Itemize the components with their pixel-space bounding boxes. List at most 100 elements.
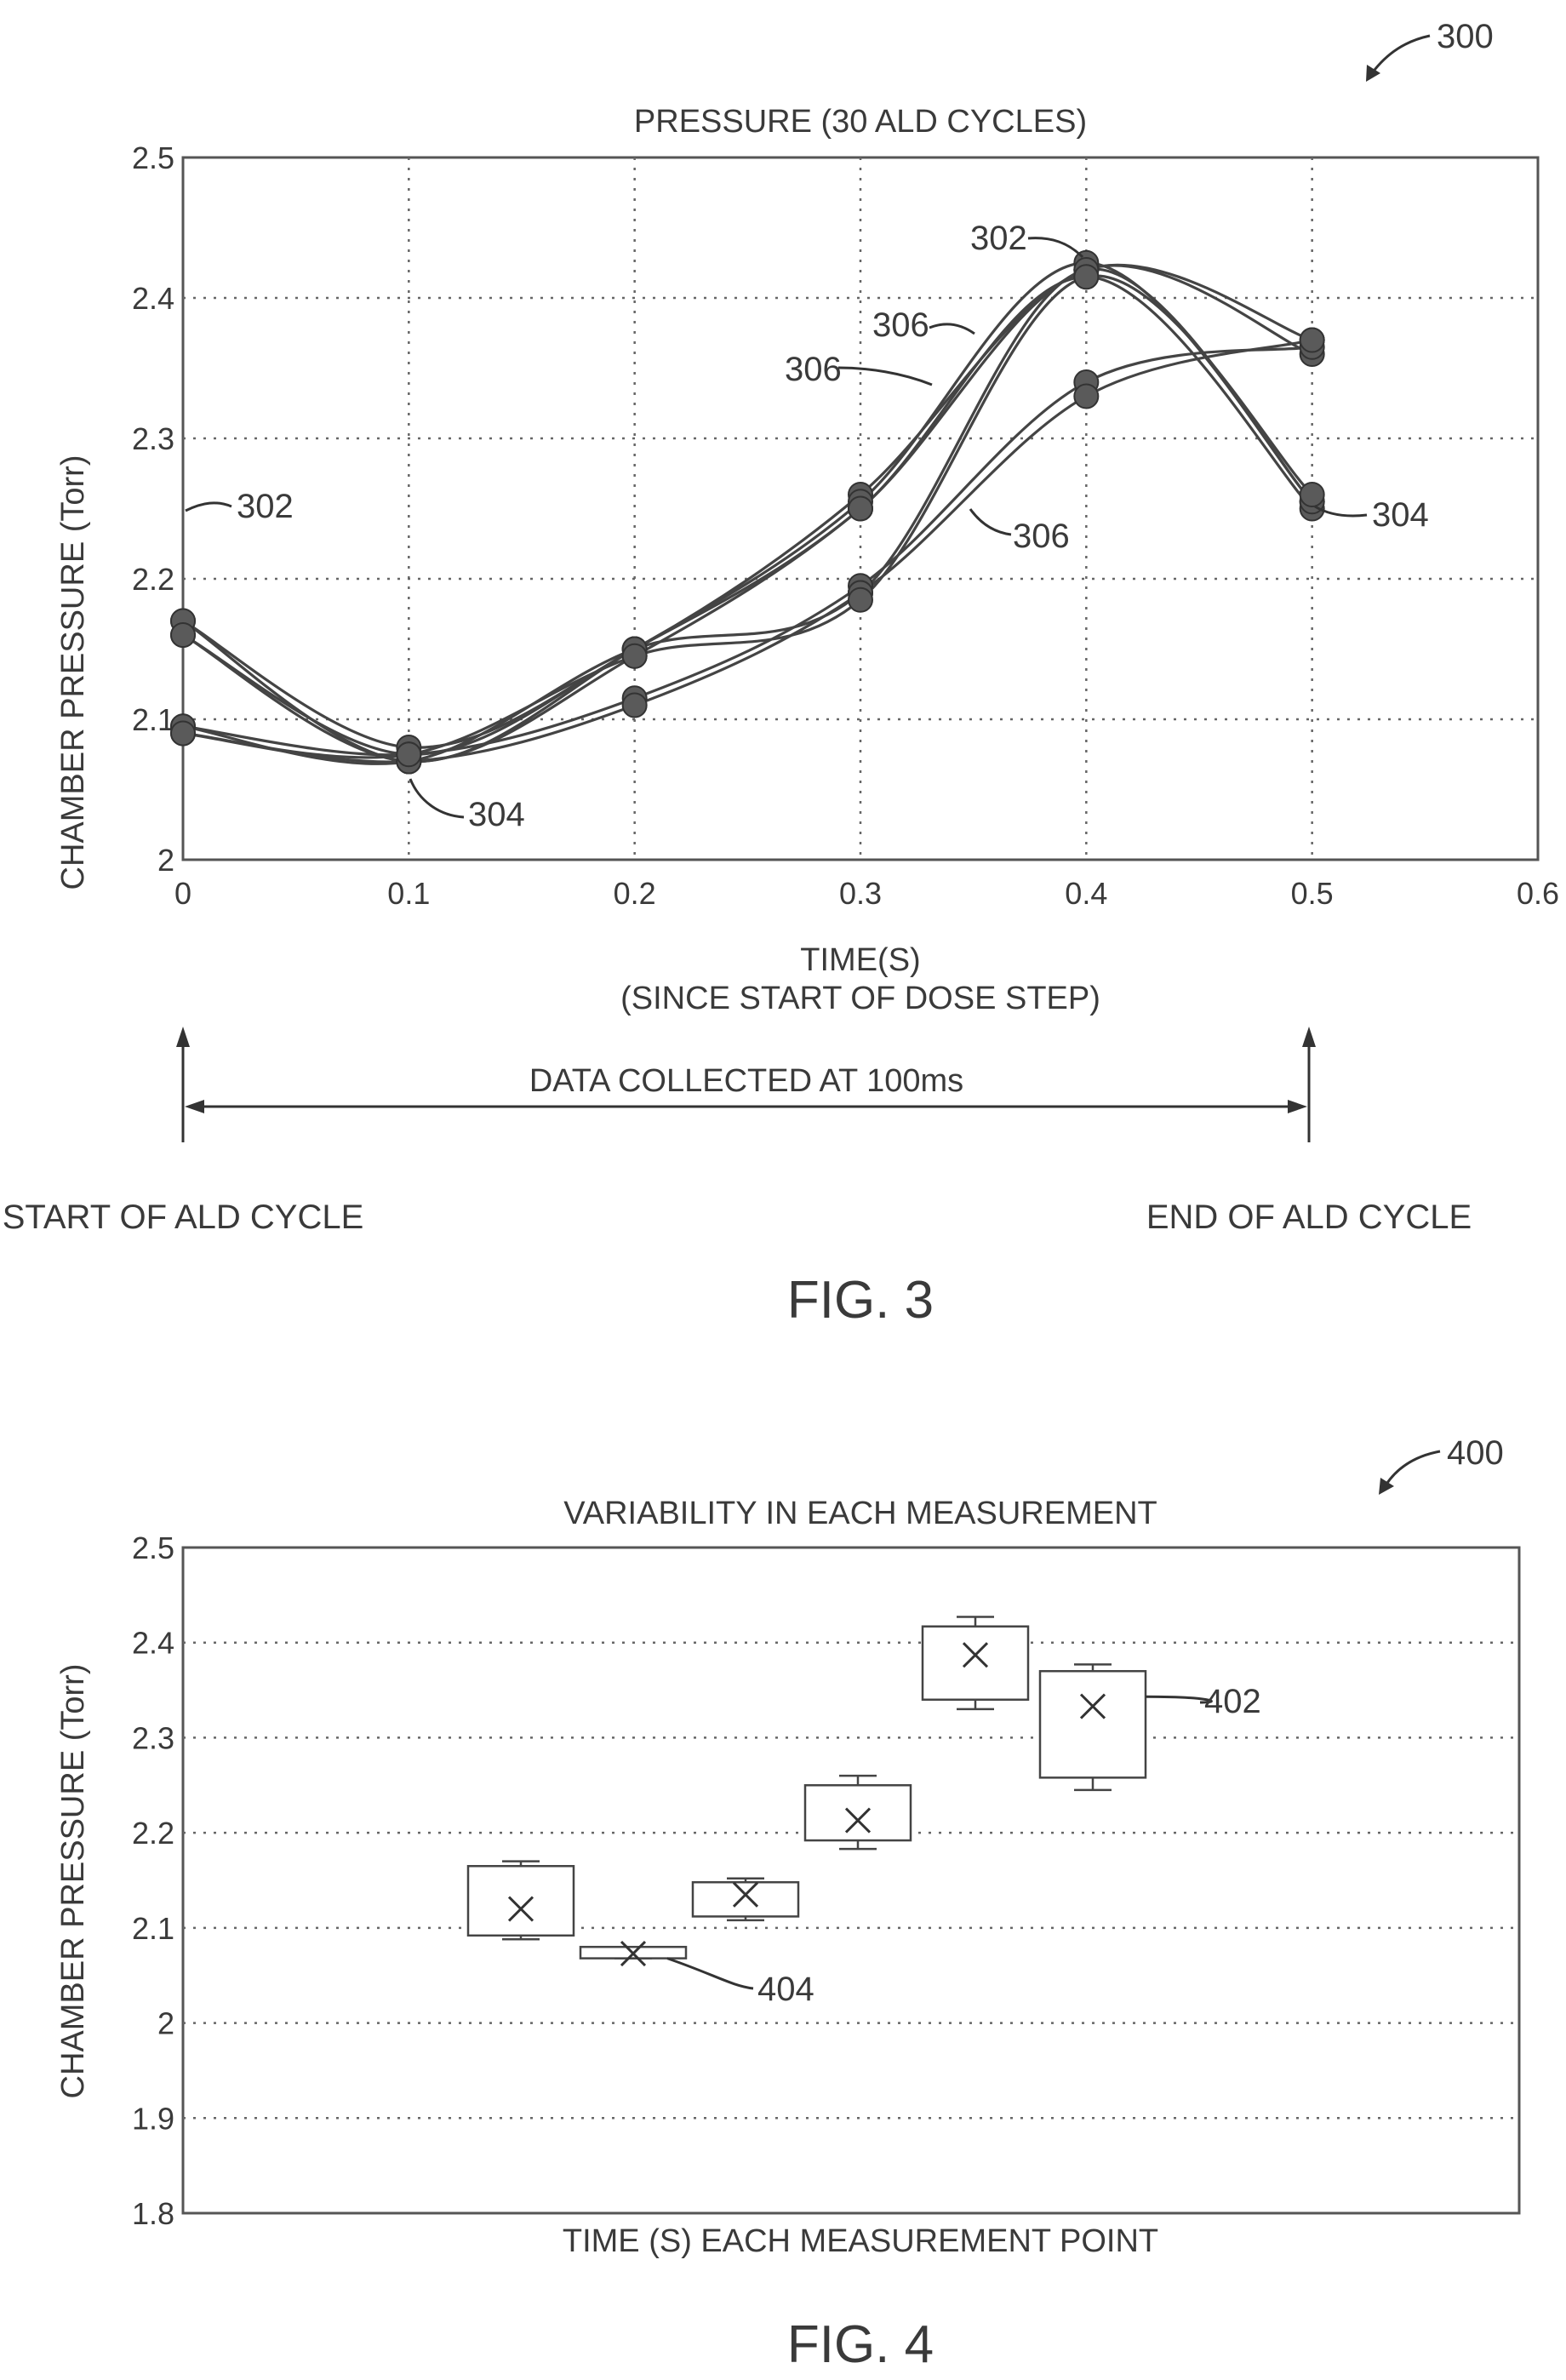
fig4-y-tick-label: 2.3	[132, 1720, 174, 1755]
fig3-data-point	[1299, 482, 1325, 507]
fig3-series-line	[182, 264, 1313, 756]
svg-text:304: 304	[1372, 496, 1429, 534]
fig3-x-tick-label: 0.5	[1291, 876, 1334, 911]
fig3-x-tick-labels: 0 0.1 0.2 0.3 0.4 0.5 0.6	[174, 876, 1559, 911]
fig4-ref-number: 400	[1447, 1434, 1504, 1472]
fig4-plot-frame	[181, 1546, 1521, 2215]
fig3-data-point	[1073, 264, 1100, 290]
fig4-box	[921, 1616, 1030, 1711]
fig3-y-tick-labels: 2 2.1 2.2 2.3 2.4 2.5	[132, 140, 174, 878]
fig4-box-rect	[1038, 1669, 1147, 1779]
fig3-chart-title: PRESSURE (30 ALD CYCLES)	[634, 104, 1087, 140]
figure-4: 400 VARIABILITY IN EACH MEASUREMENT 1.81…	[55, 1434, 1521, 2374]
fig4-y-tick-label: 2	[157, 2006, 174, 2041]
fig3-x-axis-label: TIME(S)	[800, 942, 920, 978]
fig3-x-axis-sublabel: (SINCE START OF DOSE STEP)	[620, 981, 1100, 1016]
fig3-series-line	[182, 261, 1313, 764]
fig4-ref-arrowhead	[1379, 1478, 1394, 1495]
svg-text:306: 306	[785, 351, 842, 388]
fig3-callout-302-start: 302	[185, 488, 294, 525]
interval-label: DATA COLLECTED AT 100ms	[529, 1063, 963, 1099]
fig4-callout-404-leader	[666, 1957, 754, 1990]
fig4-box-rect	[466, 1864, 575, 1937]
fig3-callout-304-end: 304	[1314, 496, 1429, 534]
fig3-callout-306-upper: 306	[872, 306, 975, 344]
fig4-box	[691, 1877, 800, 1922]
fig4-y-tick-label: 2.1	[132, 1911, 174, 1946]
fig3-series-group	[182, 261, 1313, 765]
fig4-y-tick-label: 1.8	[132, 2196, 174, 2231]
svg-text:302: 302	[237, 488, 294, 525]
fig3-series-line	[182, 263, 1313, 749]
fig4-box	[579, 1940, 688, 1967]
fig4-callout-402-leader	[1145, 1695, 1213, 1704]
fig3-callout-304-min: 304	[409, 778, 525, 833]
fig3-y-tick-label: 2.1	[132, 702, 174, 737]
svg-text:306: 306	[872, 306, 929, 344]
fig3-callout-306-middle: 306	[785, 351, 933, 388]
fig4-box-rect	[921, 1625, 1030, 1701]
fig3-ref-number: 300	[1437, 18, 1494, 55]
svg-text:302: 302	[970, 220, 1027, 257]
fig3-series-line	[182, 346, 1312, 757]
figure-3: 300 PRESSURE (30 ALD CYCLES) 2 2.1 2.2 2.3 2…	[3, 18, 1559, 1330]
fig3-x-tick-label: 0.3	[839, 876, 882, 911]
fig4-caption: FIG. 4	[787, 2315, 934, 2374]
fig3-x-tick-label: 0.4	[1065, 876, 1107, 911]
fig4-box-rect	[691, 1880, 800, 1918]
fig3-data-point	[621, 692, 648, 718]
fig3-data-point	[848, 586, 873, 613]
fig4-box	[1038, 1663, 1147, 1792]
fig3-y-tick-label: 2.4	[132, 281, 174, 316]
fig4-mean-marker	[962, 1642, 989, 1668]
fig3-x-tick-label: 0.2	[614, 876, 656, 911]
fig4-chart-title: VARIABILITY IN EACH MEASUREMENT	[563, 1496, 1157, 1531]
fig3-callout-302-peak: 302	[970, 220, 1084, 259]
fig4-mean-marker	[1079, 1693, 1106, 1719]
fig4-y-axis-label: CHAMBER PRESSURE (Torr)	[55, 1664, 91, 2099]
fig4-mean-marker	[620, 1940, 647, 1967]
fig3-caption: FIG. 3	[787, 1271, 934, 1330]
fig3-data-point	[170, 622, 196, 648]
fig3-ref-arrow	[1370, 34, 1431, 74]
fig4-callout-404: 404	[757, 1971, 814, 2008]
fig3-data-point	[170, 720, 196, 747]
fig3-points-group	[170, 249, 1325, 775]
fig4-mean-marker	[844, 1807, 872, 1834]
fig4-mean-marker	[507, 1896, 534, 1922]
fig4-y-tick-labels: 1.8 1.9 2 2.1 2.2 2.3 2.4 2.5	[132, 1530, 174, 2231]
fig3-data-point	[1299, 327, 1325, 353]
fig3-x-tick-label: 0.1	[387, 876, 430, 911]
fig4-box	[466, 1860, 575, 1941]
svg-text:304: 304	[468, 796, 525, 833]
fig3-cycle-timeline: DATA COLLECTED AT 100ms START OF ALD CYC…	[3, 1027, 1472, 1236]
fig3-series-line	[182, 275, 1313, 764]
end-of-cycle-label: END OF ALD CYCLE	[1146, 1199, 1472, 1236]
fig3-ref-arrowhead	[1366, 65, 1380, 82]
fig4-y-tick-label: 2.2	[132, 1816, 174, 1851]
fig3-grid	[183, 157, 1538, 860]
fig4-y-tick-label: 2.5	[132, 1530, 174, 1565]
fig3-x-tick-label: 0.6	[1517, 876, 1559, 911]
fig3-data-point	[621, 643, 648, 669]
fig3-series-line	[182, 267, 1313, 765]
svg-text:306: 306	[1013, 518, 1070, 555]
fig4-x-axis-label: TIME (S) EACH MEASUREMENT POINT	[563, 2223, 1158, 2259]
fig3-data-point	[848, 495, 873, 522]
fig3-y-tick-label: 2.3	[132, 421, 174, 456]
fig3-y-tick-label: 2	[157, 843, 174, 878]
fig3-data-point	[1073, 383, 1100, 409]
fig4-callout-402: 402	[1204, 1683, 1261, 1720]
fig3-y-axis-label: CHAMBER PRESSURE (Torr)	[55, 455, 91, 890]
fig4-y-tick-label: 2.4	[132, 1626, 174, 1661]
fig4-grid	[183, 1641, 1519, 2120]
fig4-boxes-group	[466, 1616, 1213, 1990]
svg-text:404: 404	[757, 1971, 814, 2008]
fig4-ref-arrow	[1384, 1450, 1441, 1486]
fig4-box-rect	[803, 1784, 912, 1842]
fig3-x-tick-label: 0	[174, 876, 191, 911]
fig3-y-tick-label: 2.2	[132, 562, 174, 597]
fig3-series-line	[182, 274, 1313, 759]
svg-text:402: 402	[1204, 1683, 1261, 1720]
fig4-box	[803, 1774, 912, 1851]
